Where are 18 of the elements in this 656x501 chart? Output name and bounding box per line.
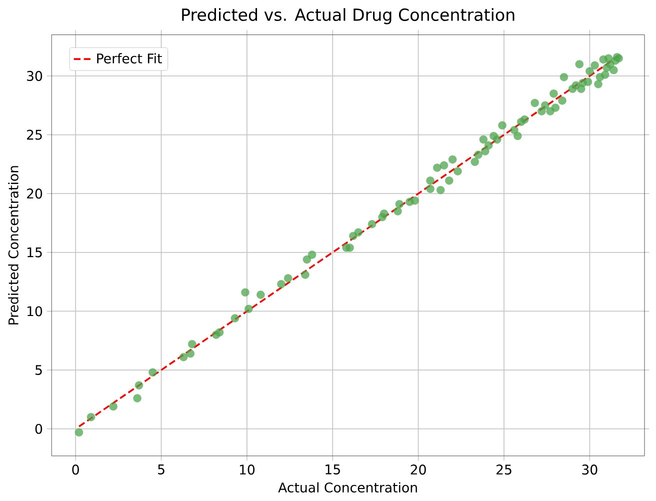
y-tick-label: 10 [27,306,42,316]
x-tick-label: 5 [158,464,164,475]
x-tick-label: 20 [410,464,426,475]
chart-title: Predicted vs. Actual Drug Concentration [182,8,514,24]
y-tick-label: 30 [27,71,42,82]
y-tick-label: 25 [27,130,42,140]
y-tick-label: 0 [35,424,42,434]
x-axis-title: Actual Concentration [278,482,417,493]
legend-label: Perfect Fit [97,53,162,64]
y-axis-title: Predicted Concentration [8,166,18,325]
y-tick-label: 5 [36,365,42,376]
x-tick-label: 15 [326,464,340,475]
x-tick-label: 10 [240,464,255,475]
x-tick-label: 30 [582,464,598,475]
y-tick-label: 20 [27,188,42,199]
x-tick-label: 0 [72,464,79,475]
x-tick-label: 25 [496,464,512,475]
y-tick-label: 15 [27,248,42,258]
